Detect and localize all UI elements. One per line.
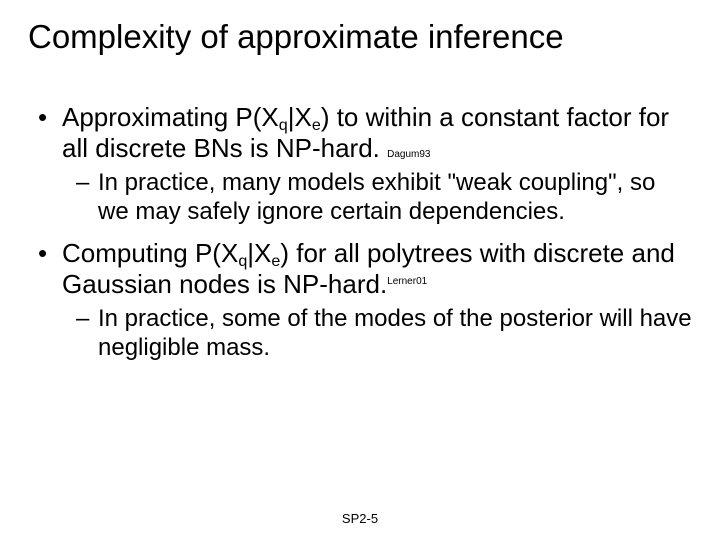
sub-bullet-list: In practice, many models exhibit "weak c… xyxy=(62,169,692,226)
subscript-e: e xyxy=(312,116,321,134)
citation: Lerner01 xyxy=(387,276,427,287)
slide-footer: SP2-5 xyxy=(0,511,720,526)
bullet-item: Computing P(Xq|Xe) for all polytrees wit… xyxy=(62,238,692,362)
subscript-q: q xyxy=(238,252,247,270)
sub-bullet-item: In practice, many models exhibit "weak c… xyxy=(98,169,692,226)
bullet-text-pre: Approximating P(X xyxy=(62,102,279,132)
citation: Dagum93 xyxy=(387,149,430,160)
sub-bullet-item: In practice, some of the modes of the po… xyxy=(98,305,692,362)
sub-bullet-text: In practice, many models exhibit "weak c… xyxy=(98,169,655,224)
slide: Complexity of approximate inference Appr… xyxy=(0,0,720,540)
subscript-e: e xyxy=(271,252,280,270)
sub-bullet-text: In practice, some of the modes of the po… xyxy=(98,305,692,360)
subscript-q: q xyxy=(279,116,288,134)
bullet-text-pre: Computing P(X xyxy=(62,238,238,268)
slide-title: Complexity of approximate inference xyxy=(28,18,692,56)
sub-bullet-list: In practice, some of the modes of the po… xyxy=(62,305,692,362)
bullet-text-mid: |X xyxy=(247,238,271,268)
bullet-item: Approximating P(Xq|Xe) to within a const… xyxy=(62,102,692,226)
bullet-list: Approximating P(Xq|Xe) to within a const… xyxy=(28,102,692,362)
bullet-text-mid: |X xyxy=(288,102,312,132)
